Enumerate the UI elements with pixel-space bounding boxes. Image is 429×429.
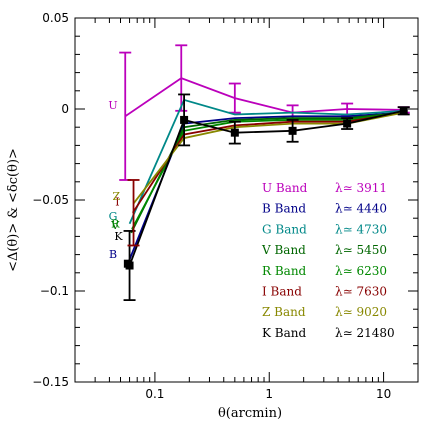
series-line	[124, 77, 404, 118]
legend-entry-name: B Band	[262, 202, 306, 216]
inline-label: B	[109, 248, 117, 261]
x-axis-title: θ(arcmin)	[218, 406, 282, 421]
legend-entry-name: V Band	[261, 243, 306, 257]
data-point	[230, 128, 239, 137]
data-point	[399, 106, 408, 115]
x-tick-label: 0.1	[145, 387, 164, 401]
legend-entry-lambda: λ≃ 3911	[335, 181, 387, 195]
legend-entry-name: K Band	[262, 326, 306, 340]
y-tick-label: −0.15	[32, 375, 69, 389]
legend-entry-name: R Band	[262, 264, 307, 278]
series-lines	[119, 44, 410, 302]
inline-label: K	[114, 230, 123, 243]
inline-label: G	[109, 210, 118, 223]
legend: U Band λ≃ 3911 B Band λ≃ 4440 G Band λ≃ 4730 V…	[261, 181, 395, 340]
x-tick-label: 10	[376, 387, 391, 401]
y-tick-label: −0.05	[32, 193, 69, 207]
series-g-band	[128, 98, 404, 225]
y-tick-label: 0.05	[42, 11, 69, 25]
data-point	[125, 261, 134, 270]
inline-label: I	[115, 195, 119, 208]
legend-entry-name: Z Band	[262, 305, 306, 319]
extra-error-bar	[127, 179, 140, 247]
legend-entry-name: G Band	[262, 222, 307, 236]
series-line	[128, 98, 404, 225]
legend-entry-lambda: λ≃ 9020	[335, 305, 387, 319]
legend-entry-lambda: λ≃ 6230	[335, 264, 387, 278]
x-tick-label: 1	[265, 387, 273, 401]
y-tick-label: 0	[61, 102, 69, 116]
series-k-band	[123, 93, 410, 302]
data-point	[288, 126, 297, 135]
data-point	[180, 115, 189, 124]
inline-label: R	[111, 217, 120, 230]
legend-entry-lambda: λ≃ 21480	[335, 326, 395, 340]
y-tick-label: −0.1	[40, 284, 69, 298]
series-i-band	[132, 111, 404, 214]
legend-entry-lambda: λ≃ 7630	[335, 285, 387, 299]
y-axis-title: <Δ(θ)> & <δc(θ)>	[6, 148, 21, 272]
legend-entry-name: U Band	[262, 181, 308, 195]
data-point	[343, 119, 352, 128]
legend-entry-lambda: λ≃ 4730	[335, 222, 387, 236]
series-line	[132, 111, 404, 214]
legend-entry-lambda: λ≃ 4440	[335, 202, 387, 216]
inline-label: V	[110, 219, 120, 232]
legend-entry-lambda: λ≃ 5450	[335, 243, 387, 257]
inline-label: U	[108, 99, 117, 112]
series-line	[128, 109, 404, 266]
inline-label: Z	[113, 190, 121, 203]
axis-ticks: 0.1 1 10 −0.15 −0.1 −0.05 0 0.05	[32, 11, 419, 401]
legend-entry-name: I Band	[262, 285, 302, 299]
